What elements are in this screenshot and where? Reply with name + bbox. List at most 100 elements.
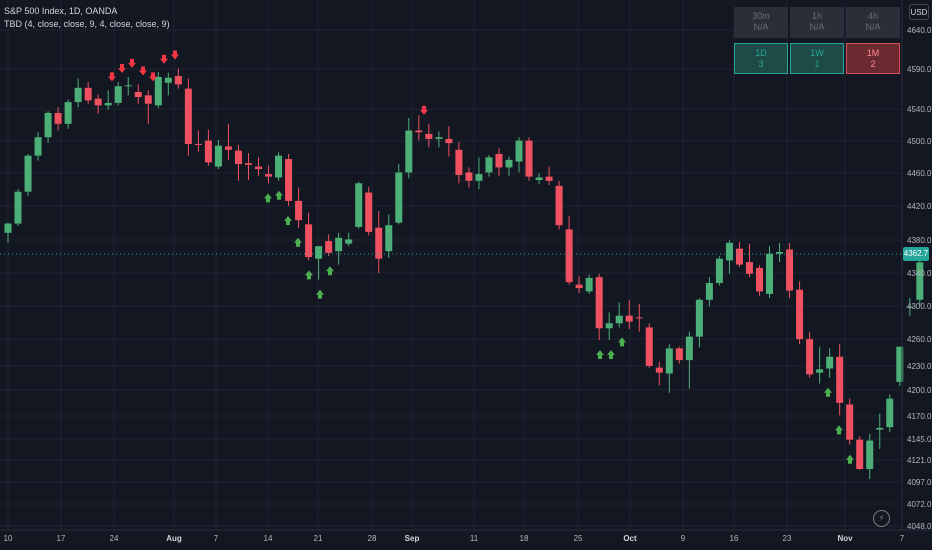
candle-body <box>415 130 423 133</box>
candle-body <box>244 163 252 165</box>
candle-body <box>866 440 874 470</box>
mtf-timeframe-label: 1M <box>866 48 880 58</box>
mtf-value: 2 <box>870 59 876 69</box>
candle-body <box>84 87 92 101</box>
last-price-tag: 4362.7 <box>903 247 929 261</box>
mtf-timeframe-label: 4h <box>867 11 878 21</box>
candle-body <box>685 336 693 361</box>
candle-body <box>495 154 503 168</box>
candle-body <box>565 229 573 283</box>
lightning-icon[interactable]: ⚡ <box>873 510 890 527</box>
candle-body <box>184 88 192 144</box>
sell-signal-arrow-icon <box>128 58 136 68</box>
time-tick-label: 18 <box>520 534 529 543</box>
candle-body <box>756 267 763 292</box>
candle-body <box>635 317 643 319</box>
mtf-cell-1w: 1W 1 <box>790 43 844 74</box>
price-tick-label: 4200.0 <box>907 386 932 395</box>
candle-body <box>445 138 453 144</box>
candle-body <box>265 174 273 177</box>
candle-body <box>776 252 784 254</box>
sell-signal-arrow-icon <box>160 54 168 64</box>
price-tick-label: 4380.0 <box>907 236 932 245</box>
candle-body <box>766 253 774 294</box>
candle-body <box>675 348 683 361</box>
mtf-value: N/A <box>865 22 881 32</box>
indicator-label[interactable]: TBD (4, close, close, 9, 4, close, close… <box>4 19 170 29</box>
price-tick-label: 4048.0 <box>907 522 932 531</box>
buy-signal-arrow-icon <box>846 454 854 464</box>
candle-body <box>745 262 753 274</box>
candle-body <box>816 369 824 373</box>
price-tick-label: 4460.0 <box>907 169 932 178</box>
candle-body <box>485 157 493 173</box>
mtf-cell-1d: 1D 3 <box>734 43 788 74</box>
candle-body <box>14 191 22 224</box>
candle-body <box>124 85 132 87</box>
chart-legend: S&P 500 Index, 1D, OANDA TBD (4, close, … <box>4 5 170 31</box>
candle-body <box>585 278 593 292</box>
price-tick-label: 4145.0 <box>907 435 932 444</box>
time-tick-label: 24 <box>110 534 119 543</box>
candles <box>4 68 924 480</box>
mtf-cell-30m: 30m N/A <box>734 7 788 38</box>
candle-body <box>4 223 12 233</box>
candle-body <box>44 112 52 138</box>
mtf-value: 1 <box>814 59 820 69</box>
price-tick-label: 4097.0 <box>907 478 932 487</box>
buy-signal-arrow-icon <box>596 350 604 359</box>
currency-badge[interactable]: USD <box>909 4 929 20</box>
time-tick-label: 28 <box>368 534 377 543</box>
candle-body <box>595 277 603 329</box>
price-tick-label: 4540.0 <box>907 105 932 114</box>
buy-signal-arrow-icon <box>275 190 283 200</box>
candle-body <box>164 77 172 83</box>
candle-body <box>705 283 713 300</box>
mtf-timeframe-label: 1h <box>811 11 822 21</box>
candle-body <box>876 427 884 430</box>
time-tick-label: 23 <box>783 534 792 543</box>
sell-signal-arrow-icon <box>118 63 126 73</box>
candle-body <box>214 145 222 167</box>
grid-lines <box>0 0 902 530</box>
candle-body <box>846 404 854 440</box>
candle-body <box>285 159 293 201</box>
candle-body <box>54 112 62 124</box>
candle-body <box>786 249 794 291</box>
time-tick-label: Oct <box>623 534 637 543</box>
candle-body <box>74 87 82 103</box>
candle-body <box>645 327 653 366</box>
mtf-value: N/A <box>809 22 825 32</box>
candle-body <box>695 299 703 337</box>
candle-body <box>655 367 663 373</box>
candle-body <box>355 183 363 227</box>
buy-signal-arrow-icon <box>305 270 313 280</box>
candle-body <box>425 133 433 139</box>
time-tick-label: 10 <box>4 534 13 543</box>
time-tick-label: 16 <box>730 534 739 543</box>
buy-signal-arrow-icon <box>835 425 843 435</box>
price-tick-label: 4072.0 <box>907 500 932 509</box>
candle-body <box>144 95 152 104</box>
time-tick-label: 9 <box>681 534 686 543</box>
sell-signal-arrow-icon <box>139 66 147 76</box>
time-tick-label: 7 <box>900 534 905 543</box>
signal-arrows <box>108 50 854 464</box>
price-tick-label: 4260.0 <box>907 335 932 344</box>
price-tick-label: 4420.0 <box>907 202 932 211</box>
time-axis[interactable]: 10 17 24 Aug 7 14 21 28 Sep 11 18 25 Oct 9 16 23 Nov 7 <box>4 534 905 543</box>
symbol-title[interactable]: S&P 500 Index, 1D, OANDA <box>4 6 118 16</box>
candle-body <box>896 346 904 382</box>
candle-body <box>365 192 373 232</box>
candle-body <box>535 177 543 180</box>
candle-body <box>465 172 473 181</box>
price-axis[interactable]: 4640.0 4590.0 4540.0 4500.0 4460.0 4420.0 4380… <box>907 26 932 531</box>
candle-body <box>255 166 262 170</box>
mtf-cell-1m: 1M 2 <box>846 43 900 74</box>
candle-body <box>826 356 834 369</box>
candle-body <box>735 248 743 265</box>
mtf-timeframe-label: 1W <box>810 48 824 58</box>
candle-body <box>194 143 202 145</box>
candle-body <box>545 176 553 181</box>
